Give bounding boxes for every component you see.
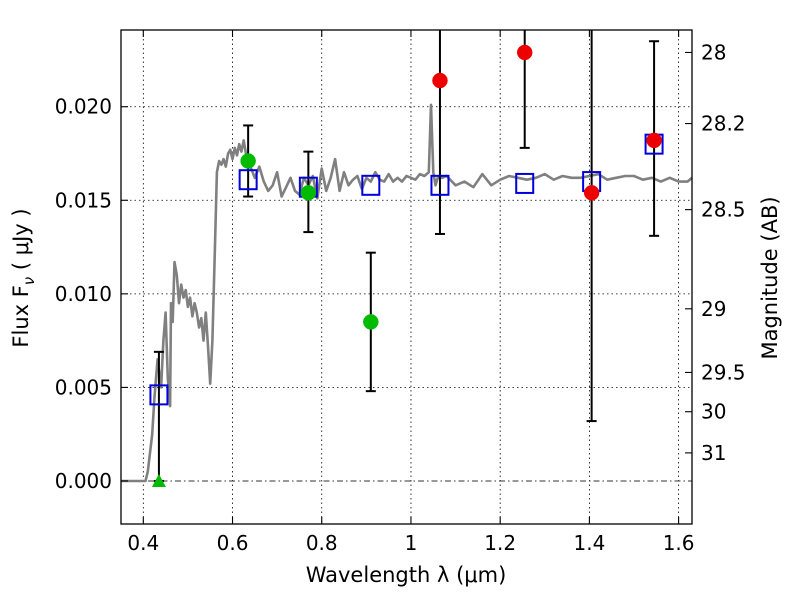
y-tick-label: 0.005 xyxy=(55,375,112,399)
right-tick-label: 28.5 xyxy=(701,198,746,222)
right-tick-label: 28 xyxy=(701,40,726,64)
nir-detection-point xyxy=(646,132,662,149)
spectrum-line xyxy=(121,103,693,483)
x-tick-label: 1.2 xyxy=(484,531,516,555)
right-tick-label: 31 xyxy=(701,441,726,465)
nir-detection-point xyxy=(583,185,600,201)
right-tick-label: 29.5 xyxy=(701,360,746,384)
model-photometry-square xyxy=(361,174,381,196)
model-photometry-square xyxy=(149,384,169,406)
right-axis-title: Magnitude (AB) xyxy=(758,196,782,359)
y-tick-label: 0.000 xyxy=(55,469,112,493)
y-axis-title-gap xyxy=(9,270,33,277)
optical-detection-point xyxy=(240,153,256,169)
y-tick-label: 0.015 xyxy=(55,188,112,212)
x-axis-title: Wavelength λ (μm) xyxy=(306,563,507,587)
y-axis-title-main: Flux F xyxy=(9,285,33,347)
model-photometry-square xyxy=(238,169,258,191)
right-tick-label: 28.2 xyxy=(701,112,746,136)
x-tick-label: 1.4 xyxy=(573,531,605,555)
plot-frame xyxy=(120,29,693,525)
y-axis-title: Flux Fν ( μJy ) xyxy=(9,208,38,347)
x-tick-label: 0.4 xyxy=(127,531,159,555)
x-tick-label: 0.6 xyxy=(217,531,249,555)
y-axis-title-subscript: ν xyxy=(20,277,38,285)
x-tick-label: 0.8 xyxy=(306,531,338,555)
optical-detection-point xyxy=(363,314,379,330)
y-axis-title-unit: ( μJy ) xyxy=(9,208,33,270)
grid-lines xyxy=(121,30,692,524)
model-photometry-square xyxy=(430,174,450,196)
y-tick-label: 0.010 xyxy=(55,282,112,306)
upper-limit-triangle xyxy=(151,473,166,487)
optical-detection-point xyxy=(300,185,317,201)
error-bars xyxy=(153,30,660,482)
model-photometry-square xyxy=(515,172,535,194)
right-tick-label: 30 xyxy=(701,400,726,424)
y-tick-label: 0.020 xyxy=(55,95,112,119)
right-tick-label: 29 xyxy=(701,297,726,321)
nir-detection-point xyxy=(516,44,533,61)
x-tick-label: 1 xyxy=(405,531,418,555)
axis-ticks: 0.4 0.6 0.8 1 1.2 1.4 1.6 0.000 0.005 0.010 0.015 0… xyxy=(55,30,746,555)
model-spectrum xyxy=(121,103,693,483)
x-tick-label: 1.6 xyxy=(663,531,695,555)
nir-detection-point xyxy=(432,72,448,89)
photometry-markers xyxy=(149,44,664,487)
